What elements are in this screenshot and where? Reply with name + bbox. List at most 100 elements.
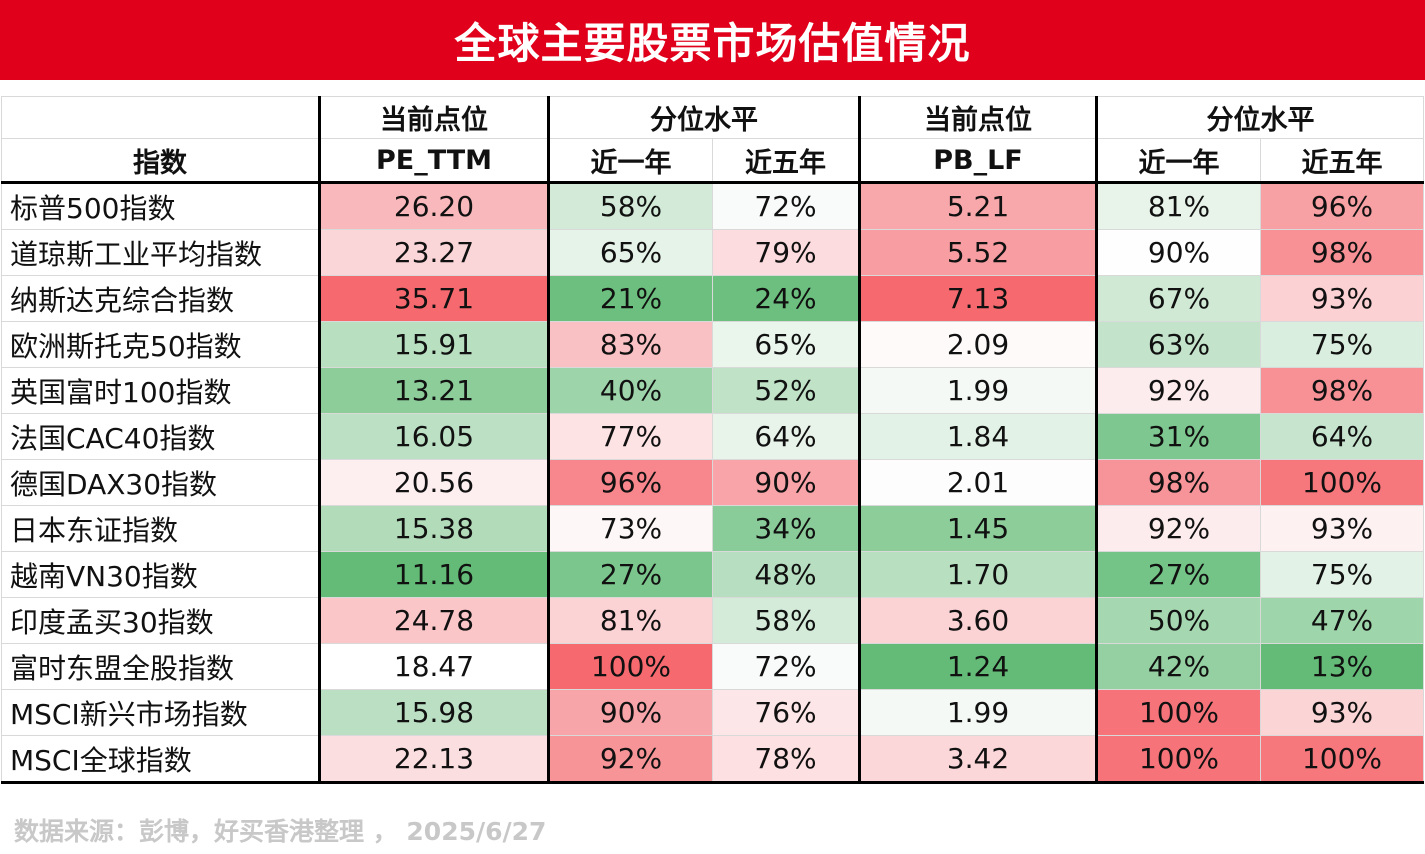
pb-5y-cell: 98%: [1260, 367, 1424, 414]
index-name-cell: 纳斯达克综合指数: [1, 275, 321, 322]
pe-ttm-cell: 16.05: [319, 413, 550, 460]
pe-ttm-cell: 11.16: [319, 551, 550, 598]
pe-1y-cell: 40%: [548, 367, 713, 414]
table-row: 富时东盟全股指数 18.47 100% 72% 1.24 42% 13%: [1, 643, 1424, 690]
header-pb-group: 当前点位: [859, 96, 1098, 139]
table-row: 纳斯达克综合指数 35.71 21% 24% 7.13 67% 93%: [1, 275, 1424, 322]
pb-5y-cell: 13%: [1260, 643, 1424, 690]
pe-5y-cell: 24%: [712, 275, 861, 322]
table-row: 德国DAX30指数 20.56 96% 90% 2.01 98% 100%: [1, 459, 1424, 506]
table-row: 越南VN30指数 11.16 27% 48% 1.70 27% 75%: [1, 551, 1424, 598]
header-row-sub: 指数 PE_TTM 近一年 近五年 PB_LF 近一年 近五年: [1, 138, 1424, 184]
pe-1y-cell: 21%: [548, 275, 713, 322]
index-name-cell: 法国CAC40指数: [1, 413, 321, 460]
header-pb-5y: 近五年: [1260, 138, 1424, 184]
index-name-cell: 越南VN30指数: [1, 551, 321, 598]
pe-5y-cell: 64%: [712, 413, 861, 460]
pb-1y-cell: 92%: [1096, 367, 1261, 414]
table-row: 欧洲斯托克50指数 15.91 83% 65% 2.09 63% 75%: [1, 321, 1424, 368]
header-pb-lf: PB_LF: [859, 138, 1098, 184]
pe-ttm-cell: 18.47: [319, 643, 550, 690]
pb-1y-cell: 42%: [1096, 643, 1261, 690]
pe-1y-cell: 58%: [548, 182, 713, 230]
header-pe-group: 当前点位: [319, 96, 550, 139]
pe-1y-cell: 90%: [548, 689, 713, 736]
pb-5y-cell: 98%: [1260, 229, 1424, 276]
header-row-top: 当前点位 分位水平 当前点位 分位水平: [1, 96, 1424, 139]
pb-5y-cell: 100%: [1260, 459, 1424, 506]
pb-5y-cell: 100%: [1260, 735, 1424, 784]
table-row: MSCI全球指数 22.13 92% 78% 3.42 100% 100%: [1, 735, 1424, 784]
pb-lf-cell: 5.21: [859, 182, 1098, 230]
pe-1y-cell: 83%: [548, 321, 713, 368]
pb-lf-cell: 5.52: [859, 229, 1098, 276]
pe-ttm-cell: 35.71: [319, 275, 550, 322]
pb-1y-cell: 100%: [1096, 689, 1261, 736]
pe-5y-cell: 90%: [712, 459, 861, 506]
pe-5y-cell: 52%: [712, 367, 861, 414]
table-row: 法国CAC40指数 16.05 77% 64% 1.84 31% 64%: [1, 413, 1424, 460]
index-name-cell: 标普500指数: [1, 182, 321, 230]
pe-5y-cell: 76%: [712, 689, 861, 736]
pe-1y-cell: 73%: [548, 505, 713, 552]
pb-lf-cell: 2.09: [859, 321, 1098, 368]
header-pe-5y: 近五年: [712, 138, 861, 184]
pe-ttm-cell: 23.27: [319, 229, 550, 276]
pe-ttm-cell: 26.20: [319, 182, 550, 230]
pe-1y-cell: 65%: [548, 229, 713, 276]
pe-5y-cell: 79%: [712, 229, 861, 276]
pe-ttm-cell: 13.21: [319, 367, 550, 414]
title-banner: 全球主要股票市场估值情况: [0, 0, 1425, 80]
header-index: 指数: [1, 138, 321, 184]
pe-5y-cell: 72%: [712, 643, 861, 690]
index-name-cell: 富时东盟全股指数: [1, 643, 321, 690]
index-name-cell: 英国富时100指数: [1, 367, 321, 414]
pe-5y-cell: 34%: [712, 505, 861, 552]
pb-lf-cell: 1.99: [859, 367, 1098, 414]
pb-lf-cell: 1.99: [859, 689, 1098, 736]
pe-5y-cell: 48%: [712, 551, 861, 598]
header-pe-pct-group: 分位水平: [548, 96, 861, 139]
index-name-cell: 道琼斯工业平均指数: [1, 229, 321, 276]
pe-1y-cell: 77%: [548, 413, 713, 460]
header-blank: [1, 96, 321, 139]
pb-lf-cell: 2.01: [859, 459, 1098, 506]
pe-1y-cell: 100%: [548, 643, 713, 690]
index-name-cell: 德国DAX30指数: [1, 459, 321, 506]
pe-5y-cell: 72%: [712, 182, 861, 230]
pe-5y-cell: 58%: [712, 597, 861, 644]
pb-lf-cell: 3.60: [859, 597, 1098, 644]
pb-lf-cell: 1.70: [859, 551, 1098, 598]
table-row: 标普500指数 26.20 58% 72% 5.21 81% 96%: [1, 182, 1424, 230]
pe-1y-cell: 27%: [548, 551, 713, 598]
pb-lf-cell: 1.84: [859, 413, 1098, 460]
page-title: 全球主要股票市场估值情况: [454, 18, 971, 68]
header-pe-ttm: PE_TTM: [319, 138, 550, 184]
pb-5y-cell: 47%: [1260, 597, 1424, 644]
pb-lf-cell: 7.13: [859, 275, 1098, 322]
pe-ttm-cell: 15.98: [319, 689, 550, 736]
pb-5y-cell: 75%: [1260, 551, 1424, 598]
header-pe-1y: 近一年: [548, 138, 713, 184]
pe-5y-cell: 78%: [712, 735, 861, 784]
pb-1y-cell: 92%: [1096, 505, 1261, 552]
header-pb-1y: 近一年: [1096, 138, 1261, 184]
pb-1y-cell: 90%: [1096, 229, 1261, 276]
valuation-table: 当前点位 分位水平 当前点位 分位水平 指数 PE_TTM 近一年 近五年 PB…: [1, 96, 1424, 784]
index-name-cell: 欧洲斯托克50指数: [1, 321, 321, 368]
pe-1y-cell: 81%: [548, 597, 713, 644]
pe-ttm-cell: 24.78: [319, 597, 550, 644]
index-name-cell: MSCI全球指数: [1, 735, 321, 784]
pb-1y-cell: 81%: [1096, 182, 1261, 230]
table-row: 日本东证指数 15.38 73% 34% 1.45 92% 93%: [1, 505, 1424, 552]
pb-1y-cell: 27%: [1096, 551, 1261, 598]
pe-ttm-cell: 22.13: [319, 735, 550, 784]
table-row: 印度孟买30指数 24.78 81% 58% 3.60 50% 47%: [1, 597, 1424, 644]
pe-1y-cell: 96%: [548, 459, 713, 506]
pb-1y-cell: 50%: [1096, 597, 1261, 644]
source-note: 数据来源：彭博，好买香港整理 ， 2025/6/27: [14, 817, 547, 846]
pb-5y-cell: 75%: [1260, 321, 1424, 368]
pb-1y-cell: 31%: [1096, 413, 1261, 460]
pb-1y-cell: 63%: [1096, 321, 1261, 368]
pb-5y-cell: 93%: [1260, 275, 1424, 322]
